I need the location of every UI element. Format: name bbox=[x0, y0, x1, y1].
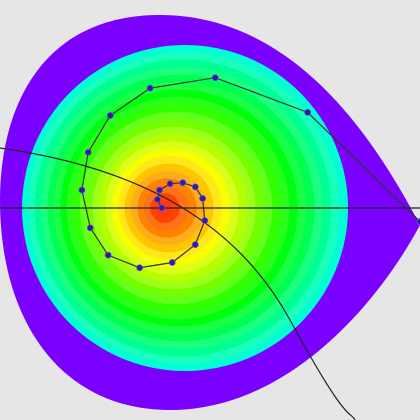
path-point bbox=[304, 108, 312, 116]
path-point bbox=[104, 251, 112, 259]
path-point bbox=[191, 241, 199, 249]
path-point bbox=[199, 195, 207, 202]
path-point bbox=[211, 74, 219, 82]
path-point bbox=[168, 259, 176, 266]
path-point bbox=[156, 186, 164, 194]
path-point bbox=[146, 84, 154, 92]
path-point bbox=[179, 179, 187, 187]
path-point bbox=[136, 264, 144, 272]
curve bbox=[0, 147, 356, 420]
path-point bbox=[106, 112, 114, 119]
path-point bbox=[158, 204, 166, 212]
path-point bbox=[191, 183, 199, 191]
optimization-path bbox=[78, 74, 420, 272]
path-point bbox=[84, 148, 92, 156]
path-point bbox=[201, 217, 209, 224]
path-point bbox=[416, 218, 420, 225]
path-point bbox=[154, 196, 161, 203]
path-point bbox=[166, 180, 174, 188]
path-point bbox=[86, 224, 94, 232]
path-point bbox=[78, 186, 86, 194]
